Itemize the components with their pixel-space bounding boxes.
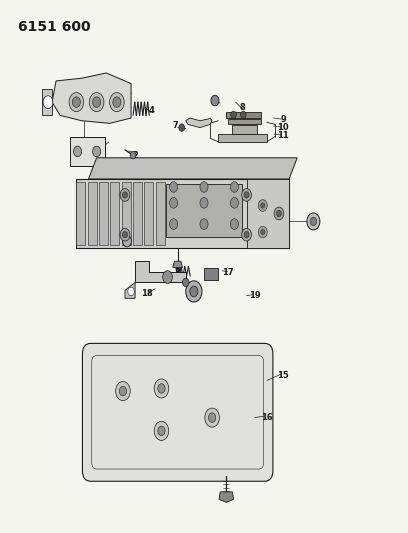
Circle shape xyxy=(179,124,184,131)
Circle shape xyxy=(73,146,82,157)
Circle shape xyxy=(244,231,249,238)
Circle shape xyxy=(158,426,165,435)
Polygon shape xyxy=(166,184,242,237)
Text: 11: 11 xyxy=(277,131,289,140)
Circle shape xyxy=(242,228,251,241)
Circle shape xyxy=(120,189,130,201)
Text: 6: 6 xyxy=(175,265,181,273)
Circle shape xyxy=(200,198,208,208)
Circle shape xyxy=(130,151,136,159)
Circle shape xyxy=(242,189,251,201)
Circle shape xyxy=(158,384,165,393)
Polygon shape xyxy=(76,182,85,245)
Circle shape xyxy=(93,146,101,157)
Circle shape xyxy=(122,235,131,247)
Text: 8: 8 xyxy=(239,103,245,112)
Polygon shape xyxy=(135,261,186,282)
Circle shape xyxy=(208,413,216,422)
Text: 4: 4 xyxy=(149,106,154,115)
Circle shape xyxy=(258,200,267,212)
Circle shape xyxy=(154,379,169,398)
Polygon shape xyxy=(122,182,131,245)
Circle shape xyxy=(258,226,267,238)
Circle shape xyxy=(244,192,249,198)
Text: 5: 5 xyxy=(86,79,91,88)
Circle shape xyxy=(113,97,121,108)
Circle shape xyxy=(122,192,127,198)
Polygon shape xyxy=(125,282,135,298)
Polygon shape xyxy=(52,73,131,123)
Circle shape xyxy=(274,207,284,220)
Text: 19: 19 xyxy=(249,291,260,300)
Text: 1: 1 xyxy=(78,225,83,234)
Text: 13: 13 xyxy=(170,237,182,246)
Text: 7: 7 xyxy=(173,122,179,131)
Text: 3: 3 xyxy=(100,146,106,155)
Circle shape xyxy=(200,182,208,192)
Polygon shape xyxy=(156,182,165,245)
Circle shape xyxy=(119,386,126,396)
Circle shape xyxy=(72,97,80,108)
Circle shape xyxy=(115,382,130,401)
Text: 17: 17 xyxy=(222,268,234,277)
Polygon shape xyxy=(89,158,297,179)
Text: 16: 16 xyxy=(261,413,273,422)
Polygon shape xyxy=(70,136,105,166)
Circle shape xyxy=(231,111,236,118)
Circle shape xyxy=(261,203,265,208)
Polygon shape xyxy=(88,182,97,245)
Text: 9: 9 xyxy=(280,115,286,124)
Circle shape xyxy=(170,182,177,192)
Polygon shape xyxy=(219,492,234,503)
Circle shape xyxy=(110,93,124,112)
Polygon shape xyxy=(233,125,257,134)
Polygon shape xyxy=(144,182,153,245)
Circle shape xyxy=(122,231,127,238)
Circle shape xyxy=(154,421,169,440)
Circle shape xyxy=(120,228,130,241)
Circle shape xyxy=(89,93,104,112)
Circle shape xyxy=(69,93,84,112)
Polygon shape xyxy=(226,112,261,118)
Circle shape xyxy=(170,198,177,208)
Polygon shape xyxy=(246,179,289,248)
Circle shape xyxy=(211,95,219,106)
Circle shape xyxy=(277,211,282,216)
Polygon shape xyxy=(173,261,182,268)
Text: 10: 10 xyxy=(277,123,289,132)
FancyBboxPatch shape xyxy=(82,343,273,481)
Text: 15: 15 xyxy=(277,370,289,379)
Polygon shape xyxy=(228,119,261,124)
Text: 2: 2 xyxy=(132,151,138,160)
Circle shape xyxy=(93,97,101,108)
Circle shape xyxy=(170,219,177,229)
Circle shape xyxy=(190,286,198,297)
Polygon shape xyxy=(218,134,267,142)
Polygon shape xyxy=(111,182,119,245)
Circle shape xyxy=(163,271,173,284)
Polygon shape xyxy=(99,182,108,245)
Polygon shape xyxy=(204,268,218,280)
Text: 12: 12 xyxy=(263,212,275,221)
Text: 14: 14 xyxy=(113,236,125,245)
Circle shape xyxy=(231,182,238,192)
Circle shape xyxy=(43,96,53,109)
Circle shape xyxy=(310,217,317,225)
Circle shape xyxy=(240,111,246,118)
Circle shape xyxy=(182,278,189,287)
Circle shape xyxy=(128,287,134,296)
Polygon shape xyxy=(42,89,52,115)
Circle shape xyxy=(200,219,208,229)
Polygon shape xyxy=(186,118,212,127)
Circle shape xyxy=(261,229,265,235)
Text: 6151 600: 6151 600 xyxy=(18,20,90,34)
Text: 18: 18 xyxy=(142,288,153,297)
Circle shape xyxy=(205,408,220,427)
Circle shape xyxy=(231,198,238,208)
Circle shape xyxy=(231,219,238,229)
Circle shape xyxy=(307,213,320,230)
Circle shape xyxy=(186,281,202,302)
Polygon shape xyxy=(133,182,142,245)
Polygon shape xyxy=(76,179,289,248)
